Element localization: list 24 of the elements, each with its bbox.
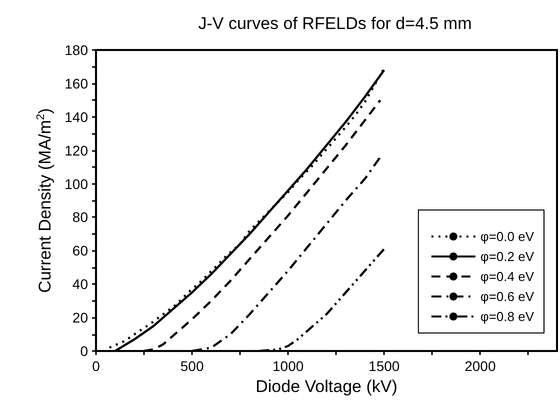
legend-label: φ=0.4 eV <box>480 269 534 284</box>
legend-label: φ=0.2 eV <box>480 249 534 264</box>
y-tick-label: 180 <box>64 42 88 58</box>
x-tick-label: 500 <box>180 358 204 374</box>
y-tick-label: 120 <box>64 142 88 158</box>
chart-title: J-V curves of RFELDs for d=4.5 mm <box>198 14 472 33</box>
legend-label: φ=0.8 eV <box>480 309 534 324</box>
legend-label: φ=0.0 eV <box>480 229 534 244</box>
y-tick-label: 140 <box>64 108 88 125</box>
y-tick-label: 0 <box>80 343 88 359</box>
y-tick-label: 160 <box>64 75 88 92</box>
y-tick-label: 60 <box>72 242 88 259</box>
x-tick-label: 0 <box>92 358 100 374</box>
y-tick-label: 80 <box>72 209 88 226</box>
x-tick-label: 1500 <box>368 358 400 374</box>
x-axis-title: Diode Voltage (kV) <box>256 376 398 396</box>
y-tick-label: 40 <box>72 276 88 292</box>
legend-label: φ=0.6 eV <box>480 289 534 304</box>
y-tick-label: 100 <box>64 176 88 192</box>
x-tick-label: 2000 <box>464 358 496 374</box>
y-axis-title: Current Density (MA/m2) <box>35 108 55 293</box>
x-tick-label: 1000 <box>272 358 304 374</box>
line-series <box>258 248 386 352</box>
y-tick-label: 20 <box>72 310 88 326</box>
